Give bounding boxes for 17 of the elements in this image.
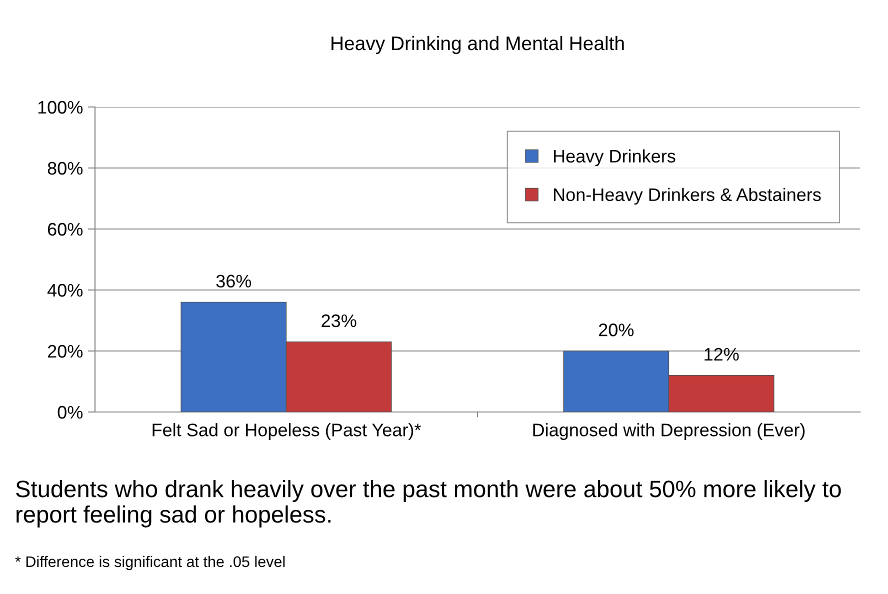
text: Students who drank heavily over the past month were about 50% more likely to report feeling sad or hopeless. [16, 480, 841, 528]
y-tick-label: 100% [38, 100, 83, 114]
x-tick-label: Felt Sad or Hopeless (Past Year)* [152, 423, 421, 440]
legend-label: Non-Heavy Drinkers & Abstainers [554, 188, 821, 205]
x-tick-label: Diagnosed with Depression (Ever) [533, 423, 805, 440]
legend-label: Heavy Drinkers [554, 149, 676, 166]
data-label: 23% [322, 314, 356, 328]
y-tick-label: 60% [48, 222, 83, 236]
data-label: 20% [598, 324, 634, 336]
y-tick-label: 20% [48, 344, 83, 358]
text: * Difference is significant at the .05 level [15, 556, 285, 570]
chart-title: Heavy Drinking and Mental Health [332, 36, 624, 54]
y-tick-label: 0% [58, 406, 83, 419]
data-label: 36% [216, 274, 252, 288]
data-label: 12% [704, 348, 739, 361]
y-tick-label: 40% [47, 284, 83, 297]
y-tick-label: 80% [48, 162, 83, 175]
